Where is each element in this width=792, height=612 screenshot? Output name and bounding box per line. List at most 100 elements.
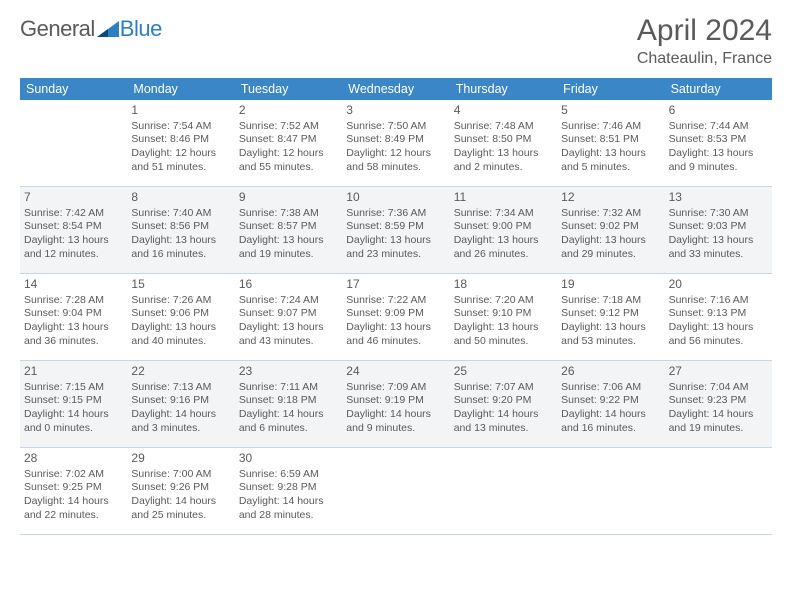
sunset-text: Sunset: 8:50 PM bbox=[454, 133, 553, 147]
sunrise-text: Sunrise: 6:59 AM bbox=[239, 468, 338, 482]
weekday-header: Friday bbox=[557, 78, 664, 100]
sunset-text: Sunset: 9:13 PM bbox=[669, 307, 768, 321]
sunset-text: Sunset: 9:00 PM bbox=[454, 220, 553, 234]
calendar-day-cell: 13Sunrise: 7:30 AMSunset: 9:03 PMDayligh… bbox=[665, 187, 772, 273]
sunrise-text: Sunrise: 7:26 AM bbox=[131, 294, 230, 308]
sunset-text: Sunset: 8:46 PM bbox=[131, 133, 230, 147]
day-number: 19 bbox=[561, 277, 660, 293]
calendar-day-cell bbox=[20, 100, 127, 186]
day-number: 4 bbox=[454, 103, 553, 119]
daylight-text: Daylight: 14 hours and 16 minutes. bbox=[561, 408, 660, 435]
daylight-text: Daylight: 14 hours and 9 minutes. bbox=[346, 408, 445, 435]
sunset-text: Sunset: 9:20 PM bbox=[454, 394, 553, 408]
daylight-text: Daylight: 13 hours and 2 minutes. bbox=[454, 147, 553, 174]
calendar-page: General Blue April 2024 Chateaulin, Fran… bbox=[0, 0, 792, 551]
sunset-text: Sunset: 8:51 PM bbox=[561, 133, 660, 147]
calendar-day-cell bbox=[557, 448, 664, 534]
sunrise-text: Sunrise: 7:06 AM bbox=[561, 381, 660, 395]
calendar-day-cell: 20Sunrise: 7:16 AMSunset: 9:13 PMDayligh… bbox=[665, 274, 772, 360]
brand-part1: General bbox=[20, 16, 95, 42]
weeks-container: 1Sunrise: 7:54 AMSunset: 8:46 PMDaylight… bbox=[20, 100, 772, 535]
sunrise-text: Sunrise: 7:16 AM bbox=[669, 294, 768, 308]
calendar-day-cell: 7Sunrise: 7:42 AMSunset: 8:54 PMDaylight… bbox=[20, 187, 127, 273]
sunset-text: Sunset: 9:12 PM bbox=[561, 307, 660, 321]
calendar-day-cell: 8Sunrise: 7:40 AMSunset: 8:56 PMDaylight… bbox=[127, 187, 234, 273]
day-number: 17 bbox=[346, 277, 445, 293]
sunrise-text: Sunrise: 7:46 AM bbox=[561, 120, 660, 134]
calendar-day-cell: 6Sunrise: 7:44 AMSunset: 8:53 PMDaylight… bbox=[665, 100, 772, 186]
day-number: 20 bbox=[669, 277, 768, 293]
daylight-text: Daylight: 13 hours and 43 minutes. bbox=[239, 321, 338, 348]
sunset-text: Sunset: 9:22 PM bbox=[561, 394, 660, 408]
weekday-header: Sunday bbox=[20, 78, 127, 100]
daylight-text: Daylight: 13 hours and 33 minutes. bbox=[669, 234, 768, 261]
weekday-header: Saturday bbox=[665, 78, 772, 100]
calendar-day-cell: 10Sunrise: 7:36 AMSunset: 8:59 PMDayligh… bbox=[342, 187, 449, 273]
calendar-week-row: 28Sunrise: 7:02 AMSunset: 9:25 PMDayligh… bbox=[20, 448, 772, 535]
calendar-day-cell: 4Sunrise: 7:48 AMSunset: 8:50 PMDaylight… bbox=[450, 100, 557, 186]
calendar-grid: Sunday Monday Tuesday Wednesday Thursday… bbox=[20, 78, 772, 535]
day-number: 26 bbox=[561, 364, 660, 380]
day-number: 7 bbox=[24, 190, 123, 206]
sunrise-text: Sunrise: 7:20 AM bbox=[454, 294, 553, 308]
daylight-text: Daylight: 13 hours and 9 minutes. bbox=[669, 147, 768, 174]
sunset-text: Sunset: 8:47 PM bbox=[239, 133, 338, 147]
sunset-text: Sunset: 9:02 PM bbox=[561, 220, 660, 234]
daylight-text: Daylight: 14 hours and 22 minutes. bbox=[24, 495, 123, 522]
brand-part2: Blue bbox=[120, 16, 162, 42]
calendar-day-cell: 3Sunrise: 7:50 AMSunset: 8:49 PMDaylight… bbox=[342, 100, 449, 186]
sunrise-text: Sunrise: 7:11 AM bbox=[239, 381, 338, 395]
day-number: 8 bbox=[131, 190, 230, 206]
day-number: 2 bbox=[239, 103, 338, 119]
daylight-text: Daylight: 12 hours and 55 minutes. bbox=[239, 147, 338, 174]
location-label: Chateaulin, France bbox=[637, 50, 772, 68]
sunset-text: Sunset: 9:15 PM bbox=[24, 394, 123, 408]
day-number: 5 bbox=[561, 103, 660, 119]
sunset-text: Sunset: 9:25 PM bbox=[24, 481, 123, 495]
calendar-day-cell: 5Sunrise: 7:46 AMSunset: 8:51 PMDaylight… bbox=[557, 100, 664, 186]
calendar-week-row: 1Sunrise: 7:54 AMSunset: 8:46 PMDaylight… bbox=[20, 100, 772, 187]
sunrise-text: Sunrise: 7:38 AM bbox=[239, 207, 338, 221]
sunrise-text: Sunrise: 7:52 AM bbox=[239, 120, 338, 134]
sunrise-text: Sunrise: 7:15 AM bbox=[24, 381, 123, 395]
sunrise-text: Sunrise: 7:42 AM bbox=[24, 207, 123, 221]
calendar-day-cell: 14Sunrise: 7:28 AMSunset: 9:04 PMDayligh… bbox=[20, 274, 127, 360]
daylight-text: Daylight: 13 hours and 19 minutes. bbox=[239, 234, 338, 261]
day-number: 22 bbox=[131, 364, 230, 380]
calendar-day-cell: 18Sunrise: 7:20 AMSunset: 9:10 PMDayligh… bbox=[450, 274, 557, 360]
sunset-text: Sunset: 8:53 PM bbox=[669, 133, 768, 147]
sunset-text: Sunset: 8:57 PM bbox=[239, 220, 338, 234]
daylight-text: Daylight: 14 hours and 6 minutes. bbox=[239, 408, 338, 435]
sunrise-text: Sunrise: 7:04 AM bbox=[669, 381, 768, 395]
daylight-text: Daylight: 14 hours and 13 minutes. bbox=[454, 408, 553, 435]
calendar-week-row: 21Sunrise: 7:15 AMSunset: 9:15 PMDayligh… bbox=[20, 361, 772, 448]
sunrise-text: Sunrise: 7:13 AM bbox=[131, 381, 230, 395]
sunset-text: Sunset: 9:07 PM bbox=[239, 307, 338, 321]
sunset-text: Sunset: 9:04 PM bbox=[24, 307, 123, 321]
daylight-text: Daylight: 14 hours and 0 minutes. bbox=[24, 408, 123, 435]
sunrise-text: Sunrise: 7:44 AM bbox=[669, 120, 768, 134]
sunrise-text: Sunrise: 7:50 AM bbox=[346, 120, 445, 134]
day-number: 13 bbox=[669, 190, 768, 206]
day-number: 29 bbox=[131, 451, 230, 467]
daylight-text: Daylight: 13 hours and 29 minutes. bbox=[561, 234, 660, 261]
day-number: 12 bbox=[561, 190, 660, 206]
calendar-day-cell: 12Sunrise: 7:32 AMSunset: 9:02 PMDayligh… bbox=[557, 187, 664, 273]
calendar-day-cell: 21Sunrise: 7:15 AMSunset: 9:15 PMDayligh… bbox=[20, 361, 127, 447]
calendar-day-cell: 29Sunrise: 7:00 AMSunset: 9:26 PMDayligh… bbox=[127, 448, 234, 534]
calendar-day-cell: 1Sunrise: 7:54 AMSunset: 8:46 PMDaylight… bbox=[127, 100, 234, 186]
calendar-day-cell: 17Sunrise: 7:22 AMSunset: 9:09 PMDayligh… bbox=[342, 274, 449, 360]
sunset-text: Sunset: 9:10 PM bbox=[454, 307, 553, 321]
calendar-day-cell bbox=[665, 448, 772, 534]
sunrise-text: Sunrise: 7:22 AM bbox=[346, 294, 445, 308]
calendar-day-cell: 15Sunrise: 7:26 AMSunset: 9:06 PMDayligh… bbox=[127, 274, 234, 360]
daylight-text: Daylight: 14 hours and 19 minutes. bbox=[669, 408, 768, 435]
day-number: 14 bbox=[24, 277, 123, 293]
daylight-text: Daylight: 13 hours and 53 minutes. bbox=[561, 321, 660, 348]
calendar-day-cell: 19Sunrise: 7:18 AMSunset: 9:12 PMDayligh… bbox=[557, 274, 664, 360]
sunset-text: Sunset: 9:19 PM bbox=[346, 394, 445, 408]
weekday-header: Thursday bbox=[450, 78, 557, 100]
daylight-text: Daylight: 12 hours and 51 minutes. bbox=[131, 147, 230, 174]
calendar-day-cell: 26Sunrise: 7:06 AMSunset: 9:22 PMDayligh… bbox=[557, 361, 664, 447]
sunrise-text: Sunrise: 7:09 AM bbox=[346, 381, 445, 395]
